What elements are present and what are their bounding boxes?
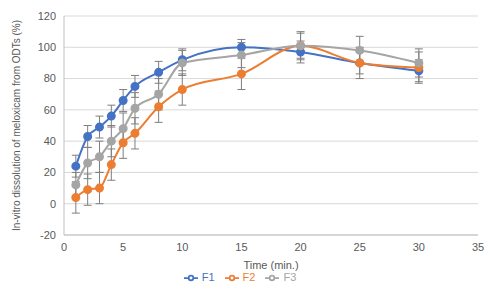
svg-text:80: 80: [44, 72, 56, 84]
svg-text:30: 30: [413, 241, 425, 253]
svg-text:Time (min.): Time (min.): [243, 259, 298, 271]
svg-text:-20: -20: [40, 229, 56, 241]
svg-text:5: 5: [120, 241, 126, 253]
svg-text:20: 20: [44, 166, 56, 178]
svg-text:In-vitro dissolution of meloxi: In-vitro dissolution of meloxicam from O…: [11, 20, 22, 231]
svg-text:40: 40: [44, 135, 56, 147]
svg-text:120: 120: [38, 10, 56, 22]
svg-text:25: 25: [354, 241, 366, 253]
svg-text:0: 0: [61, 241, 67, 253]
svg-text:15: 15: [235, 241, 247, 253]
svg-text:60: 60: [44, 104, 56, 116]
svg-text:100: 100: [38, 41, 56, 53]
svg-text:20: 20: [294, 241, 306, 253]
html-text:F2: F2: [242, 271, 256, 283]
html-text:F1: F1: [201, 271, 215, 283]
svg-text:35: 35: [472, 241, 484, 253]
svg-text:10: 10: [176, 241, 188, 253]
html-text:F3: F3: [283, 271, 297, 283]
svg-text:0: 0: [50, 198, 56, 210]
